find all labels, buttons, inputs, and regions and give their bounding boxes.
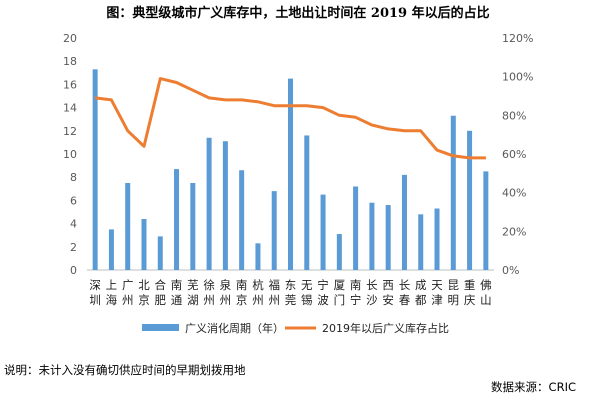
bar — [125, 183, 131, 270]
y-right-tick-label: 120% — [502, 32, 533, 45]
bar — [92, 69, 98, 270]
category-label: 成都 — [415, 278, 427, 307]
y-right-tick-label: 100% — [502, 71, 533, 84]
category-label: 北京 — [138, 278, 150, 307]
axes: 0 2 4 6 8 10 12 14 16 18 20 0% 20% 40% 60% 80% 100% 120% — [63, 32, 533, 277]
category-label: 深圳 — [89, 278, 101, 307]
category-label: 佛山 — [480, 278, 492, 307]
legend-bar-swatch — [142, 324, 179, 331]
y-left-tick-label: 10 — [63, 148, 77, 161]
bar — [288, 78, 293, 270]
y-right-tick-label: 40% — [502, 187, 526, 200]
bar — [304, 135, 310, 270]
data-source: 数据来源：CRIC — [491, 380, 576, 394]
category-label: 南通 — [171, 278, 183, 307]
y-left-tick-label: 8 — [70, 171, 77, 184]
category-label: 长沙 — [366, 278, 378, 307]
bar — [190, 183, 196, 270]
y-left-tick-label: 18 — [63, 55, 77, 68]
category-label: 合肥 — [155, 278, 167, 307]
y-left-tick-label: 12 — [63, 125, 77, 138]
category-label: 长春 — [399, 278, 411, 307]
bar — [418, 214, 424, 270]
category-label: 泉州 — [220, 278, 232, 307]
bar — [206, 137, 212, 270]
category-label: 无锡 — [301, 278, 313, 307]
category-label: 昆明 — [448, 278, 460, 307]
category-label: 重庆 — [464, 278, 476, 307]
category-label: 南京 — [236, 278, 248, 307]
bar — [108, 229, 114, 270]
category-label: 福州 — [268, 278, 280, 307]
bar — [385, 205, 391, 270]
bar — [450, 115, 456, 270]
line-series — [94, 77, 486, 160]
category-label: 芜湖 — [187, 278, 199, 307]
category-labels: 深圳上海广州北京合肥南通芜湖徐州泉州南京杭州福州东莞无锡宁波厦门南宁长沙西安长春… — [89, 278, 491, 307]
bar-series — [92, 69, 489, 270]
category-label: 杭州 — [252, 278, 264, 307]
y-left-tick-label: 20 — [63, 32, 77, 45]
bar — [483, 171, 489, 270]
bar — [239, 170, 245, 270]
category-label: 天津 — [431, 278, 443, 307]
category-label: 宁波 — [317, 278, 329, 307]
bar — [336, 234, 342, 270]
category-label: 东莞 — [285, 278, 297, 307]
bar — [401, 174, 407, 270]
category-label: 广州 — [122, 278, 134, 307]
category-label: 上海 — [106, 278, 118, 307]
bar — [141, 218, 147, 270]
chart-title: 图：典型级城市广义库存中，土地出让时间在 2019 年以后的占比 — [106, 6, 490, 21]
bar — [271, 191, 277, 270]
bar — [255, 243, 261, 270]
legend-bar-label: 广义消化周期（年） — [185, 321, 284, 335]
bar — [174, 169, 180, 270]
y-right-tick-label: 0% — [502, 264, 519, 277]
y-left-tick-label: 0 — [70, 264, 77, 277]
category-label: 徐州 — [203, 278, 215, 307]
y-left-tick-label: 14 — [63, 102, 77, 115]
y-left-tick-label: 4 — [70, 218, 77, 231]
y-left-tick-label: 2 — [70, 241, 77, 254]
y-left-tick-label: 6 — [70, 194, 77, 207]
bar — [157, 236, 163, 270]
y-left-tick-label: 16 — [63, 78, 77, 91]
category-label: 西安 — [382, 278, 394, 307]
bar — [467, 130, 473, 270]
y-right-tick-label: 20% — [502, 225, 526, 238]
category-label: 南宁 — [350, 278, 362, 307]
y-right-tick-label: 80% — [502, 109, 526, 122]
legend-line-label: 2019年以后广义库存占比 — [322, 321, 449, 335]
y-right-tick-label: 60% — [502, 148, 526, 161]
bar — [320, 194, 326, 270]
bar — [222, 141, 228, 270]
bar — [353, 186, 359, 270]
bar — [369, 202, 375, 270]
category-label: 厦门 — [334, 278, 346, 307]
bar — [434, 208, 440, 270]
footnote: 说明：未计入没有确切供应时间的早期划拨用地 — [4, 363, 246, 377]
chart-area: 024681012141618200%20%40%60%80%100%120% … — [63, 32, 533, 335]
legend: 广义消化周期（年） 2019年以后广义库存占比 — [142, 321, 449, 335]
